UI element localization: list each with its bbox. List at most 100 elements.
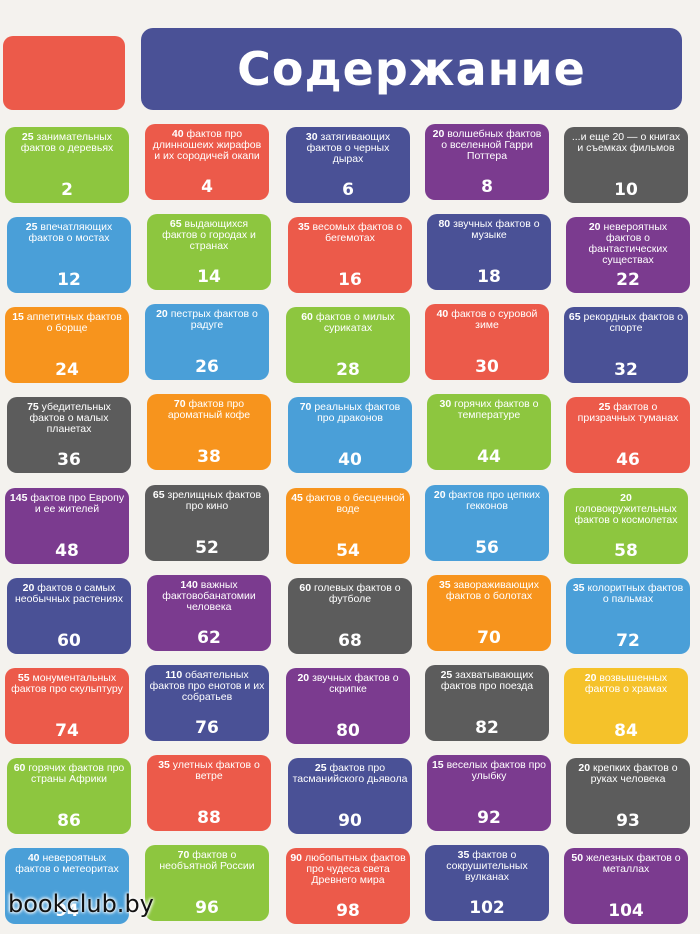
contents-card[interactable]: 60 голевых фактов о футболе 68 xyxy=(288,578,412,654)
card-description: 15 аппетитных фактов о борще xyxy=(9,312,125,334)
contents-card[interactable]: 35 завораживающих фактов о болотах 70 xyxy=(427,575,551,651)
card-page-number: 84 xyxy=(614,721,638,741)
card-text: реальных фактов про драконов xyxy=(314,401,401,424)
card-text: веселых фактов про улыбку xyxy=(446,759,547,782)
card-text: завораживающих фактов о болотах xyxy=(445,579,540,602)
card-page-number: 76 xyxy=(195,718,219,738)
contents-card[interactable]: 70 фактов про ароматный кофе 38 xyxy=(147,394,271,470)
contents-card[interactable]: 30 горячих фактов о температуре 44 xyxy=(427,394,551,470)
contents-card[interactable]: 40 фактов о суровой зиме 30 xyxy=(425,304,549,380)
contents-card[interactable]: 70 реальных фактов про драконов 40 xyxy=(288,397,412,473)
card-fact-count: 30 xyxy=(439,398,452,410)
card-page-number: 70 xyxy=(477,628,501,648)
card-page-number: 58 xyxy=(614,541,638,561)
card-text: фактов о суровой зиме xyxy=(451,308,538,331)
card-text: горячих фактов о температуре xyxy=(454,398,539,421)
contents-card[interactable]: 20 фактов про цепких гекконов 56 xyxy=(425,485,549,561)
contents-card[interactable]: 140 важных фактовобанатомии человека 62 xyxy=(147,575,271,651)
card-fact-count: 70 xyxy=(177,849,190,861)
card-page-number: 12 xyxy=(57,270,81,290)
page-title: Содержание xyxy=(237,42,586,96)
contents-card[interactable]: 25 занимательных фактов о деревьях 2 xyxy=(5,127,129,203)
contents-card[interactable]: 50 железных фактов о металлах 104 xyxy=(564,848,688,924)
card-fact-count: 55 xyxy=(17,672,30,684)
contents-card[interactable]: 75 убедительных фактов о малых планетах 3… xyxy=(7,397,131,473)
card-fact-count: 60 xyxy=(13,762,26,774)
contents-card[interactable]: 70 фактов о необъятной России 96 xyxy=(145,845,269,921)
card-fact-count: 40 xyxy=(27,852,40,864)
card-text: фактов про ароматный кофе xyxy=(167,398,251,421)
contents-card[interactable]: 40 невероятных фактов о метеоритах 94 xyxy=(5,848,129,924)
contents-card[interactable]: 35 фактов о сокрушительных вулканах 102 xyxy=(425,845,549,921)
contents-card[interactable]: 25 фактов про тасманийского дьявола 90 xyxy=(288,758,412,834)
card-page-number: 46 xyxy=(616,450,640,470)
card-page-number: 96 xyxy=(195,898,219,918)
contents-card[interactable]: 45 фактов о бесценной воде 54 xyxy=(286,488,410,564)
card-description: 35 завораживающих фактов о болотах xyxy=(431,580,547,602)
card-page-number: 40 xyxy=(338,450,362,470)
contents-card[interactable]: 60 горячих фактов про страны Африки 86 xyxy=(7,758,131,834)
contents-card[interactable]: 20 невероятных фактов о фантастических с… xyxy=(566,217,690,293)
contents-card[interactable]: 65 рекордных фактов о спорте 32 xyxy=(564,307,688,383)
contents-card[interactable]: 25 захватывающих фактов про поезда 82 xyxy=(425,665,549,741)
contents-card[interactable]: 145 фактов про Европу и ее жителей 48 xyxy=(5,488,129,564)
contents-card[interactable]: 80 звучных фактов о музыке 18 xyxy=(427,214,551,290)
contents-card[interactable]: 35 улетных фактов о ветре 88 xyxy=(147,755,271,831)
card-description: 70 реальных фактов про драконов xyxy=(292,402,408,424)
contents-card[interactable]: 110 обаятельных фактов про енотов и их с… xyxy=(145,665,269,741)
contents-card[interactable]: 65 выдающихся фактов о городах и странах… xyxy=(147,214,271,290)
card-description: 75 убедительных фактов о малых планетах xyxy=(11,402,127,435)
card-description: 110 обаятельных фактов про енотов и их с… xyxy=(149,670,265,703)
card-text: головокружительных фактов о космолетах xyxy=(574,503,678,526)
card-description: 40 фактов о суровой зиме xyxy=(429,309,545,331)
card-page-number: 60 xyxy=(57,631,81,651)
card-fact-count: 60 xyxy=(299,582,312,594)
card-page-number: 24 xyxy=(55,360,79,380)
contents-card[interactable]: 30 затягивающих фактов о черных дырах 6 xyxy=(286,127,410,203)
contents-card[interactable]: 20 головокружительных фактов о космолета… xyxy=(564,488,688,564)
contents-card[interactable]: 20 фактов о самых необычных растениях 60 xyxy=(7,578,131,654)
contents-card[interactable]: 15 веселых фактов про улыбку 92 xyxy=(427,755,551,831)
card-description: 35 колоритных фактов о пальмах xyxy=(570,583,686,605)
contents-card[interactable]: 40 фактов про длинношеих жирафов и их со… xyxy=(145,124,269,200)
card-description: 80 звучных фактов о музыке xyxy=(431,219,547,241)
card-description: 20 возвышенных фактов о храмах xyxy=(568,673,684,695)
contents-card[interactable]: 60 фактов о милых сурикатах 28 xyxy=(286,307,410,383)
contents-card[interactable]: 20 крепких фактов о руках человека 93 xyxy=(566,758,690,834)
contents-card[interactable]: 35 весомых фактов о бегемотах 16 xyxy=(288,217,412,293)
card-fact-count: 65 xyxy=(152,489,165,501)
card-fact-count: 20 xyxy=(584,672,597,684)
card-text: фактов о призрачных туманах xyxy=(577,401,679,424)
contents-card[interactable]: 55 монументальных фактов про скульптуру 7… xyxy=(5,668,129,744)
card-description: 35 улетных фактов о ветре xyxy=(151,760,267,782)
card-page-number: 82 xyxy=(475,718,499,738)
contents-card[interactable]: 20 пестрых фактов о радуге 26 xyxy=(145,304,269,380)
contents-card[interactable]: 25 впечатляющих фактов о мостах 12 xyxy=(7,217,131,293)
contents-card[interactable]: 90 любопытных фактов про чудеса света Др… xyxy=(286,848,410,924)
card-description: 30 горячих фактов о температуре xyxy=(431,399,547,421)
card-description: 40 невероятных фактов о метеоритах xyxy=(9,853,125,875)
card-fact-count: 25 xyxy=(598,401,611,413)
card-fact-count: 110 xyxy=(165,669,183,681)
card-fact-count: 90 xyxy=(290,852,303,864)
card-fact-count: 60 xyxy=(301,311,313,323)
card-page-number: 22 xyxy=(616,270,640,290)
card-page-number: 52 xyxy=(195,538,219,558)
contents-card[interactable]: 65 зрелищных фактов про кино 52 xyxy=(145,485,269,561)
contents-card[interactable]: 25 фактов о призрачных туманах 46 xyxy=(566,397,690,473)
contents-card[interactable]: 20 возвышенных фактов о храмах 84 xyxy=(564,668,688,744)
card-page-number: 68 xyxy=(338,631,362,651)
card-fact-count: 20 xyxy=(432,128,445,140)
contents-card[interactable]: 35 колоритных фактов о пальмах 72 xyxy=(566,578,690,654)
contents-card[interactable]: 15 аппетитных фактов о борще 24 xyxy=(5,307,129,383)
card-description: 20 крепких фактов о руках человека xyxy=(570,763,686,785)
contents-card[interactable]: 20 звучных фактов о скрипке 80 xyxy=(286,668,410,744)
card-text: горячих фактов про страны Африки xyxy=(28,762,125,785)
card-text: фактов о сокрушительных вулканах xyxy=(446,849,528,883)
card-page-number: 88 xyxy=(197,808,221,828)
contents-card[interactable]: ...и еще 20 — о книгах и съемках фильмов… xyxy=(564,127,688,203)
contents-card[interactable]: 20 волшебных фактов о вселенной Гарри По… xyxy=(425,124,549,200)
card-fact-count: 30 xyxy=(305,131,318,143)
card-page-number: 8 xyxy=(481,177,493,197)
card-description: 65 выдающихся фактов о городах и странах xyxy=(151,219,267,252)
